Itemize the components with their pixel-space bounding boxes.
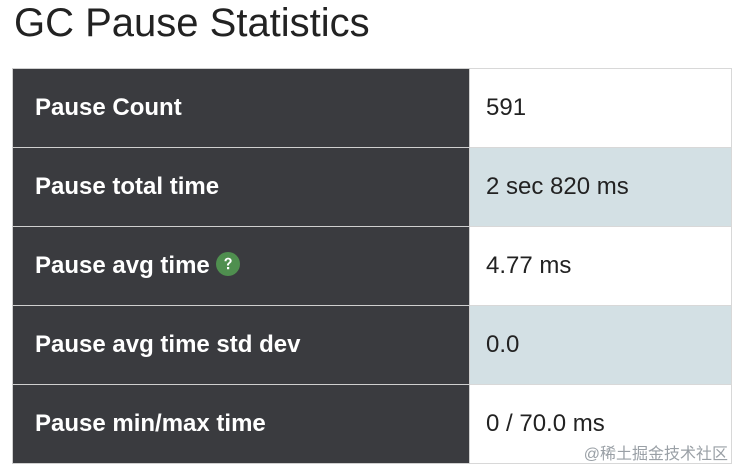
row: Pause avg time 4.77 ms bbox=[12, 226, 732, 306]
help-icon[interactable] bbox=[215, 252, 240, 276]
row-value: 4.77 ms bbox=[469, 226, 732, 306]
row-label: Pause total time bbox=[12, 147, 470, 227]
row-value: 0.0 bbox=[469, 305, 732, 385]
row-label: Pause avg time bbox=[12, 226, 470, 306]
page-title: GC Pause Statistics bbox=[14, 1, 370, 45]
row-label: Pause Count bbox=[12, 68, 470, 148]
label-text: Pause avg time bbox=[35, 252, 210, 279]
stats-table: Pause Count 591 Pause total time 2 sec 8… bbox=[12, 68, 732, 464]
label-text: Pause min/max time bbox=[35, 410, 266, 437]
row: Pause min/max time 0 / 70.0 ms bbox=[12, 384, 732, 464]
row: Pause total time 2 sec 820 ms bbox=[12, 147, 732, 227]
row-label: Pause avg time std dev bbox=[12, 305, 470, 385]
label-text: Pause avg time std dev bbox=[35, 331, 301, 358]
row: Pause avg time std dev 0.0 bbox=[12, 305, 732, 385]
row-value: 591 bbox=[469, 68, 732, 148]
label-text: Pause Count bbox=[35, 94, 182, 121]
row-label: Pause min/max time bbox=[12, 384, 470, 464]
watermark: @稀土掘金技术社区 bbox=[583, 446, 728, 463]
label-text: Pause total time bbox=[35, 173, 220, 200]
row-value: 0 / 70.0 ms bbox=[469, 384, 732, 464]
row: Pause Count 591 bbox=[12, 68, 732, 148]
row-value: 2 sec 820 ms bbox=[469, 147, 732, 227]
